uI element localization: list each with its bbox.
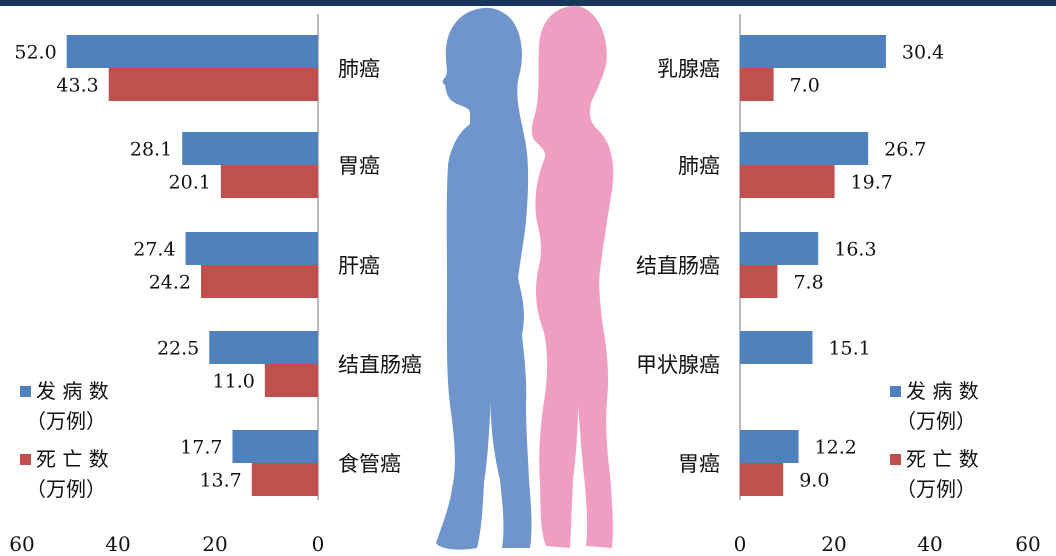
legend-label-right-0: 发 病 数（万例） [896,379,979,433]
data-label: 13.7 [199,470,241,492]
data-label: 26.7 [884,139,926,161]
data-label: 9.0 [799,470,829,492]
bar-right-s0-c1 [740,132,869,165]
data-label: 17.7 [180,437,222,459]
data-label: 28.1 [130,139,172,161]
bar-right-s0-c3 [740,331,813,364]
bar-left-s0-c2 [185,232,318,265]
data-label: 30.4 [902,42,944,64]
x-tick-label: 60 [1015,532,1040,556]
data-label: 16.3 [834,239,876,261]
category-label: 肺癌 [678,154,720,178]
data-label: 20.1 [169,172,211,194]
bar-right-s1-c1 [740,165,835,198]
x-tick-label: 60 [9,532,34,556]
bar-left-s1-c4 [251,463,318,496]
legend-swatch-left-0 [20,386,31,397]
legend-swatch-right-1 [890,454,901,465]
category-label: 肺癌 [338,57,380,81]
bar-right-s0-c4 [740,430,799,463]
bar-left-s1-c2 [201,265,318,298]
bar-left-s0-c4 [232,430,318,463]
category-label: 食管癌 [338,452,401,476]
top-border [0,0,1056,6]
data-label: 12.2 [815,437,857,459]
x-tick-label: 20 [821,532,846,556]
category-label: 结直肠癌 [338,353,422,377]
bar-left-s0-c0 [66,35,319,68]
data-label: 19.7 [851,172,893,194]
category-label: 乳腺癌 [657,57,720,81]
silhouettes [436,5,614,550]
bar-right-s1-c4 [740,463,784,496]
category-label: 肝癌 [338,254,380,278]
x-tick-label: 20 [202,532,227,556]
category-label: 甲状腺癌 [636,353,720,377]
data-label: 52.0 [14,42,56,64]
data-label: 11.0 [213,371,255,393]
category-label: 胃癌 [338,154,380,178]
x-tick-label: 40 [917,532,942,556]
bar-left-s1-c1 [220,165,318,198]
female-silhouette [531,5,614,549]
x-tick-label: 0 [734,532,747,556]
male-silhouette [436,7,532,550]
bar-left-s0-c3 [209,331,318,364]
bar-right-s1-c0 [740,68,774,101]
legend-swatch-left-1 [20,454,31,465]
bar-left-s0-c1 [182,132,318,165]
category-label: 胃癌 [678,452,720,476]
x-tick-label: 40 [105,532,130,556]
x-tick-label: 0 [312,532,325,556]
data-label: 24.2 [149,272,191,294]
bar-right-s1-c2 [740,265,778,298]
category-label: 结直肠癌 [636,254,720,278]
bar-right-s0-c2 [740,232,819,265]
bar-left-s1-c3 [264,364,318,397]
bar-left-s1-c0 [108,68,318,101]
data-label: 7.8 [793,272,823,294]
legend-label-right-1: 死 亡 数（万例） [896,447,979,501]
data-label: 7.0 [790,75,820,97]
bar-right-s0-c0 [740,35,886,68]
data-label: 15.1 [828,338,870,360]
legend-label-left-0: 发 病 数（万例） [26,379,109,433]
data-label: 43.3 [56,75,98,97]
data-label: 27.4 [133,239,175,261]
legend-swatch-right-0 [890,386,901,397]
legend-label-left-1: 死 亡 数（万例） [26,447,109,501]
data-label: 22.5 [157,338,199,360]
